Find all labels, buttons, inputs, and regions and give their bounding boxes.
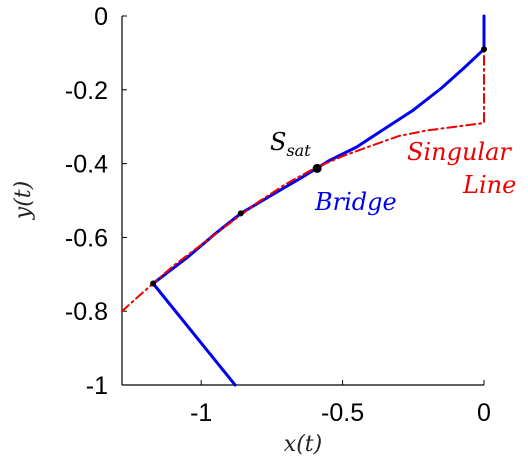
x-tick-label: -0.5 xyxy=(321,399,364,427)
annotation-singular: Singular xyxy=(407,138,512,166)
marker-point xyxy=(237,210,244,217)
y-tick-label: 0 xyxy=(94,3,108,31)
x-tick-label: -1 xyxy=(190,399,212,427)
y-tick-label: -1 xyxy=(86,372,108,400)
marker-point xyxy=(481,46,487,53)
y-tick-label: -0.6 xyxy=(65,224,108,252)
series-layer xyxy=(121,14,486,387)
ssat-sub: sat xyxy=(286,141,311,160)
axes xyxy=(121,16,484,386)
annotation-line: Line xyxy=(462,171,516,199)
marker-layer xyxy=(150,46,487,287)
ssat-main: S xyxy=(270,128,286,156)
y-tick-label: -0.8 xyxy=(65,298,108,326)
ticks: -1 -0.5 0 0 -0.2 -0.4 -0.6 -0.8 -1 xyxy=(65,3,491,427)
x-tick-label: 0 xyxy=(477,399,491,427)
y-tick-label: -0.4 xyxy=(65,151,108,179)
ssat-label: Ssat xyxy=(270,128,311,160)
series-line-singular xyxy=(121,48,485,313)
marker-point xyxy=(150,280,157,287)
marker-ssat xyxy=(312,163,322,173)
y-axis-label: y(t) xyxy=(11,181,36,220)
y-tick-label: -0.2 xyxy=(65,77,108,105)
annotation-bridge: Bridge xyxy=(314,188,397,216)
series-line-bridge xyxy=(151,14,486,387)
x-axis-label: x(t) xyxy=(284,432,322,457)
